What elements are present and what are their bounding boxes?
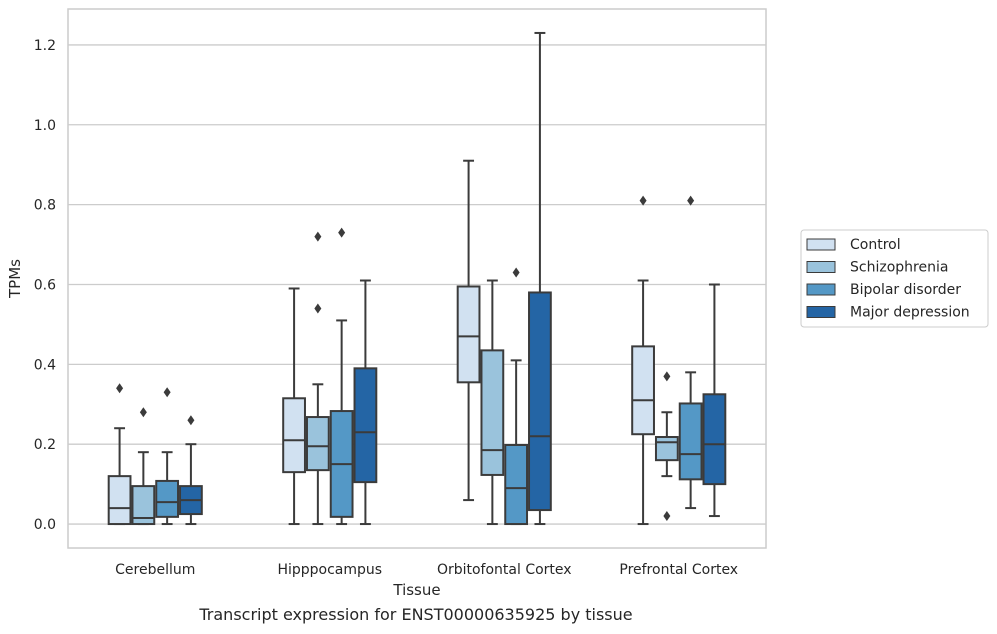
box-iqr bbox=[702, 393, 727, 486]
outlier-point bbox=[314, 231, 322, 242]
x-tick-label: Prefrontal Cortex bbox=[619, 562, 738, 578]
box-major-depression bbox=[353, 279, 378, 526]
y-tick-label: 0.6 bbox=[34, 277, 56, 293]
y-axis-ticks: 0.0 0.2 0.4 0.6 0.8 1.0 1.2 bbox=[34, 38, 56, 533]
legend-swatch bbox=[806, 283, 836, 296]
legend: Control Schizophrenia Bipolar disorder Majo… bbox=[800, 229, 989, 328]
box-bipolar-disorder bbox=[155, 387, 180, 526]
legend-swatch bbox=[806, 306, 836, 318]
box-schizophrenia bbox=[654, 371, 679, 522]
box-schizophrenia bbox=[480, 279, 505, 526]
plot-area bbox=[107, 31, 727, 526]
outlier-point bbox=[338, 227, 346, 238]
legend-label: Control bbox=[850, 237, 901, 253]
box-control bbox=[456, 159, 481, 502]
outlier-point bbox=[687, 195, 695, 206]
legend-swatch bbox=[806, 261, 836, 273]
y-tick-label: 1.2 bbox=[34, 38, 56, 54]
x-tick-label: Cerebellum bbox=[115, 562, 195, 578]
box-schizophrenia bbox=[131, 407, 156, 526]
outlier-point bbox=[512, 267, 520, 278]
y-tick-label: 0.2 bbox=[34, 437, 56, 453]
chart-caption: Transcript expression for ENST0000063592… bbox=[199, 605, 633, 624]
box-iqr bbox=[504, 443, 529, 526]
outlier-point bbox=[663, 511, 671, 522]
y-tick-label: 0.0 bbox=[34, 517, 56, 533]
x-tick-label: Hipppocampus bbox=[277, 562, 382, 578]
box-major-depression bbox=[179, 415, 203, 526]
box-control bbox=[282, 287, 306, 526]
outlier-point bbox=[163, 387, 171, 398]
x-axis-label: Tissue bbox=[392, 581, 440, 599]
box-control bbox=[107, 383, 132, 526]
box-bipolar-disorder bbox=[504, 267, 529, 526]
box-iqr bbox=[480, 349, 505, 476]
box-iqr bbox=[654, 436, 679, 462]
outlier-point bbox=[663, 371, 671, 382]
y-axis-label: TPMs bbox=[6, 259, 24, 299]
box-bipolar-disorder bbox=[678, 195, 703, 510]
box-bipolar-disorder bbox=[329, 227, 354, 526]
box-iqr bbox=[528, 291, 552, 512]
box-iqr bbox=[155, 479, 180, 518]
outlier-point bbox=[116, 383, 124, 394]
grid-lines bbox=[68, 44, 766, 525]
x-axis-ticks: Cerebellum Hipppocampus Orbitofontal Corte… bbox=[115, 562, 738, 578]
legend-label: Major depression bbox=[850, 305, 970, 321]
box-iqr bbox=[131, 485, 156, 526]
legend-frame bbox=[800, 229, 989, 328]
box-control bbox=[631, 195, 655, 526]
box-iqr bbox=[631, 345, 655, 436]
y-tick-label: 1.0 bbox=[34, 118, 56, 134]
outlier-point bbox=[187, 415, 195, 426]
box-iqr bbox=[107, 475, 132, 526]
y-tick-label: 0.4 bbox=[34, 357, 56, 373]
box-schizophrenia bbox=[305, 231, 330, 526]
box-iqr bbox=[678, 402, 703, 481]
legend-label: Bipolar disorder bbox=[850, 282, 961, 298]
outlier-point bbox=[314, 303, 322, 314]
legend-swatch bbox=[806, 238, 836, 251]
outlier-point bbox=[639, 195, 647, 206]
box-iqr bbox=[305, 416, 330, 472]
box-major-depression bbox=[528, 31, 552, 526]
outlier-point bbox=[139, 407, 147, 418]
box-iqr bbox=[353, 367, 378, 484]
box-major-depression bbox=[702, 283, 727, 518]
x-tick-label: Orbitofontal Cortex bbox=[437, 562, 572, 578]
y-tick-label: 0.8 bbox=[34, 198, 56, 214]
box-iqr bbox=[456, 285, 481, 384]
legend-label: Schizophrenia bbox=[850, 260, 948, 276]
box-iqr bbox=[282, 397, 306, 474]
plot-frame bbox=[67, 8, 767, 549]
